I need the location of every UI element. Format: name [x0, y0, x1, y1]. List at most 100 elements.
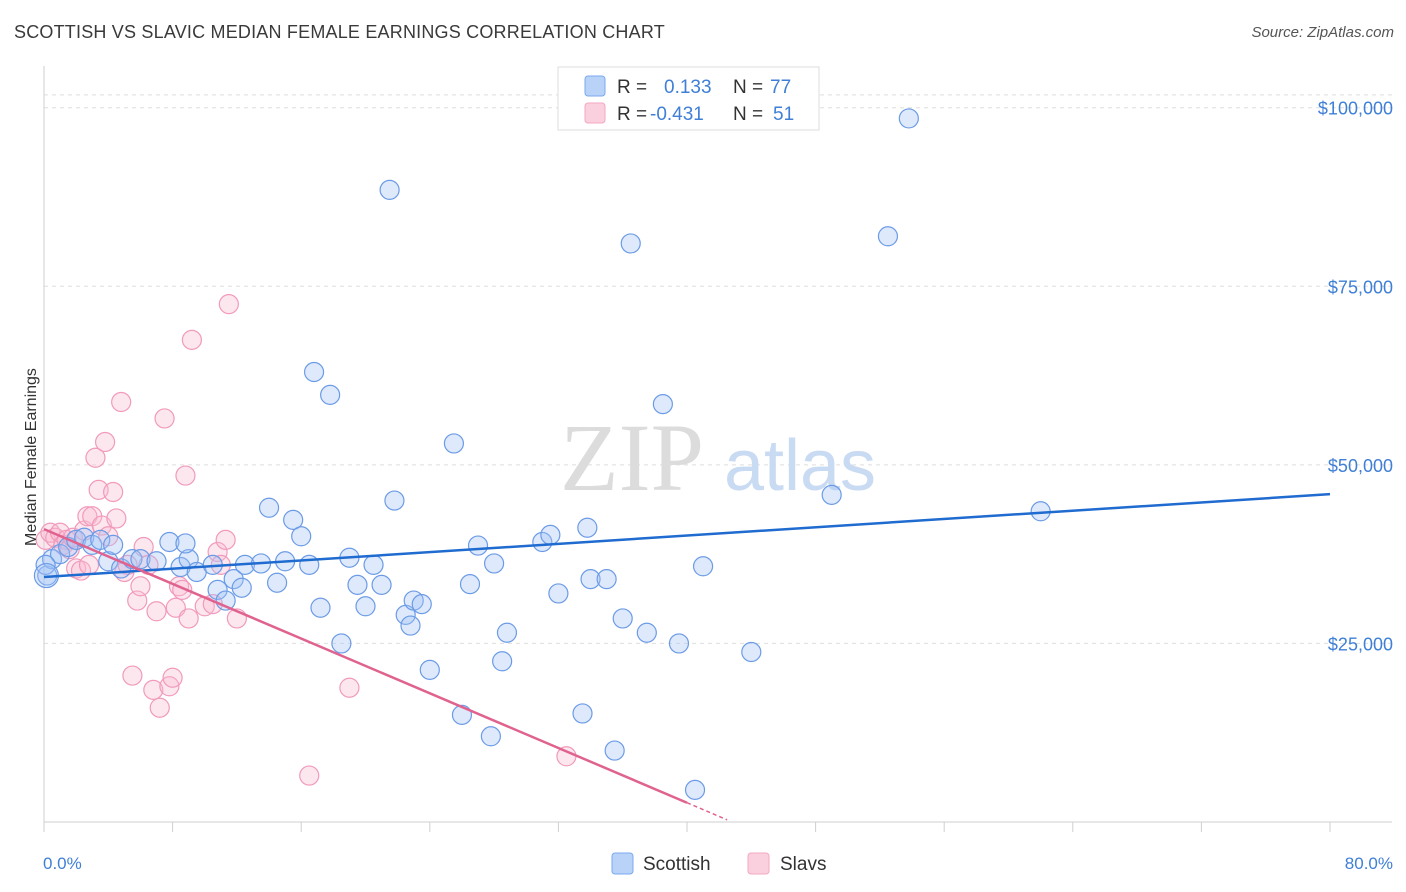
legend-r-value-slavs: -0.431	[650, 104, 704, 125]
y-tick-labels: $25,000 $50,000 $75,000 $100,000	[1318, 99, 1393, 655]
legend-r-label-slavs: R =	[617, 104, 647, 125]
slavs-point	[154, 408, 175, 429]
slavs-point	[78, 554, 100, 575]
scottish-point	[612, 608, 633, 629]
slavs-point	[85, 447, 106, 468]
axes	[43, 66, 1392, 832]
scottish-point	[684, 779, 706, 800]
trend-line-scottish	[43, 492, 1331, 579]
legend-stats: R = 0.133 N = 77 R = -0.431 N = 51	[557, 66, 820, 131]
scottish-point	[355, 596, 376, 617]
source-label: Source: ZipAtlas.com	[1251, 24, 1394, 41]
x-tick-label-min: 0.0%	[43, 854, 82, 873]
scottish-point	[379, 179, 400, 200]
slavs-point	[218, 294, 239, 315]
scottish-point	[877, 226, 899, 247]
legend-swatch-scottish	[584, 75, 606, 97]
slavs-point	[175, 465, 196, 486]
scottish-point	[548, 583, 569, 604]
scottish-point	[577, 517, 598, 538]
y-axis-label: Median Female Earnings	[23, 368, 40, 546]
slavs-point	[178, 608, 199, 629]
scottish-point	[223, 569, 244, 590]
scottish-point	[310, 597, 331, 618]
scottish-point	[652, 394, 673, 415]
slavs-point	[149, 697, 170, 718]
scottish-point	[572, 703, 593, 724]
scottish-point	[596, 569, 617, 590]
scottish-point	[636, 622, 657, 643]
legend-bottom-label-slavs: Slavs	[780, 854, 826, 875]
scottish-point	[49, 544, 71, 565]
legend-series: Scottish Slavs	[611, 852, 826, 875]
scottish-point	[90, 529, 111, 550]
scottish-point	[347, 574, 368, 595]
y-tick-label: $100,000	[1318, 99, 1393, 119]
slavs-point	[103, 481, 124, 503]
scottish-point	[467, 535, 489, 556]
slavs-point	[94, 431, 116, 453]
slavs-point	[207, 541, 228, 563]
slavs-point	[111, 391, 132, 413]
series-scottish-points	[33, 108, 1051, 800]
legend-swatch-slavs	[584, 102, 606, 124]
scottish-point	[363, 554, 384, 575]
scottish-point	[283, 509, 304, 530]
scottish-point	[291, 526, 312, 547]
slavs-point	[339, 677, 360, 698]
slavs-point	[162, 667, 183, 688]
legend-n-value-scottish: 77	[770, 77, 791, 98]
y-tick-label: $75,000	[1328, 277, 1393, 297]
legend-r-label-scottish: R =	[617, 77, 647, 98]
scottish-point	[580, 569, 601, 590]
scottish-point	[299, 554, 320, 575]
scottish-point	[384, 490, 405, 511]
slavs-point	[299, 765, 320, 786]
scottish-point	[540, 524, 561, 545]
slavs-point	[146, 601, 167, 622]
slavs-point	[143, 679, 164, 700]
scottish-point	[320, 384, 341, 405]
trend-line-slavs-extension	[686, 802, 728, 821]
legend-bottom-swatch-scottish	[611, 852, 634, 875]
scottish-point	[821, 484, 842, 505]
scottish-point	[496, 622, 518, 643]
scottish-point	[459, 574, 481, 595]
trend-lines	[43, 492, 1331, 821]
watermark-zip: ZIP	[560, 404, 704, 511]
scottish-point	[258, 497, 280, 518]
scottish-point	[532, 531, 553, 553]
scottish-point	[620, 233, 641, 254]
scottish-point	[480, 726, 501, 747]
scottish-point	[331, 633, 352, 654]
slavs-point	[106, 508, 127, 529]
scottish-point	[207, 579, 228, 600]
scottish-point	[492, 651, 513, 672]
legend-r-value-scottish: 0.133	[664, 77, 712, 98]
scottish-point	[411, 594, 432, 615]
slavs-point	[77, 506, 98, 527]
scottish-point	[303, 361, 325, 383]
scottish-point	[419, 659, 440, 680]
scottish-point	[484, 553, 505, 574]
scottish-point	[898, 108, 919, 129]
scottish-point	[175, 533, 196, 554]
scottish-point	[604, 740, 625, 761]
slavs-point	[215, 529, 236, 550]
legend-n-label-scottish: N =	[733, 77, 763, 98]
slavs-point	[122, 665, 143, 686]
watermark-atlas: atlas	[724, 426, 876, 506]
slavs-point	[181, 329, 202, 350]
watermark: ZIP atlas	[560, 404, 876, 511]
scottish-point	[159, 531, 180, 553]
scottish-point	[266, 572, 288, 593]
scottish-point	[371, 574, 392, 595]
legend-bottom-label-scottish: Scottish	[643, 854, 711, 875]
legend-bottom-swatch-slavs	[747, 852, 770, 875]
legend-n-value-slavs: 51	[773, 104, 794, 125]
slavs-point	[130, 576, 151, 597]
chart-title: SCOTTISH VS SLAVIC MEDIAN FEMALE EARNING…	[14, 22, 665, 42]
scottish-point	[130, 549, 151, 570]
scottish-point	[741, 641, 762, 663]
